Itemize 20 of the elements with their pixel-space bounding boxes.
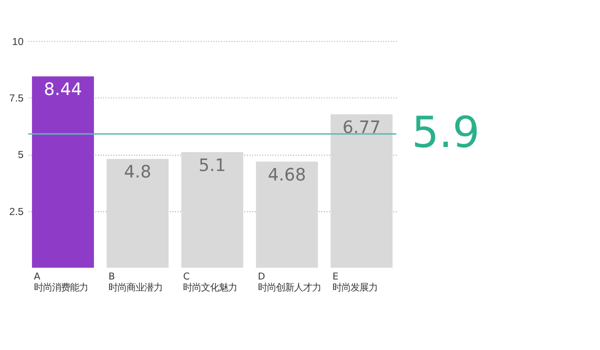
x-tick-label: E 时尚发展力 bbox=[332, 271, 378, 294]
data-label: 6.77 bbox=[342, 118, 381, 138]
x-tick-label: C 时尚文化魅力 bbox=[183, 271, 238, 294]
ref-line-label: 5.9 bbox=[412, 108, 480, 158]
y-tick-label: 7.5 bbox=[9, 94, 24, 105]
bar bbox=[32, 76, 94, 268]
data-label: 4.68 bbox=[268, 165, 306, 186]
data-label: 4.8 bbox=[124, 162, 152, 183]
x-tick-label: D 时尚创新人才力 bbox=[258, 271, 321, 294]
bar bbox=[256, 162, 318, 268]
x-tick-label: B 时尚商业潜力 bbox=[108, 271, 163, 294]
bar bbox=[106, 158, 169, 268]
data-label: 8.44 bbox=[44, 80, 82, 100]
y-tick-label: 5 bbox=[18, 150, 24, 162]
bar bbox=[330, 114, 393, 268]
bar bbox=[181, 152, 244, 268]
data-label: 5.1 bbox=[198, 156, 226, 176]
y-tick-label: 10 bbox=[12, 36, 24, 48]
y-tick-label: 2.5 bbox=[9, 206, 24, 218]
x-tick-label: A 时尚消费能力 bbox=[34, 271, 88, 294]
